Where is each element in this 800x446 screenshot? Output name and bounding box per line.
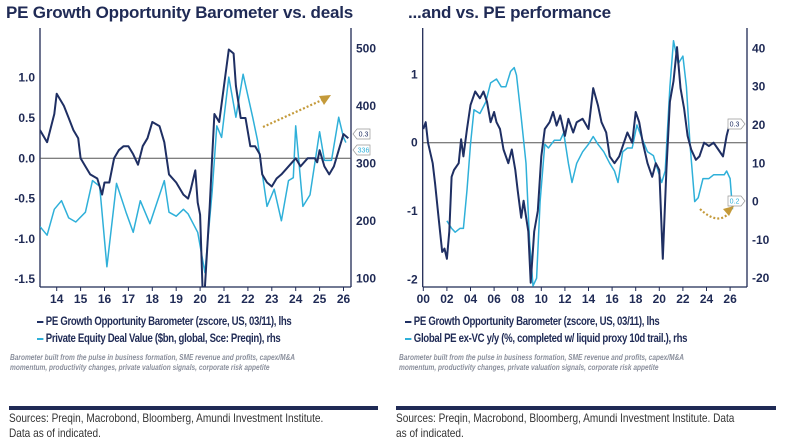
legend-item-global-pe: Global PE ex-VC y/y (%, completed w/ liq… — [405, 331, 687, 345]
footnote-line: momentum, productivity changes, private … — [399, 363, 659, 372]
x-tick-label: 02 — [440, 292, 454, 306]
legend-label: Global PE ex-VC y/y (%, completed w/ liq… — [413, 331, 688, 345]
x-tick-label: 25 — [313, 292, 327, 306]
x-tick-label: 26 — [337, 292, 351, 306]
sources-left: Sources: Preqin, Macrobond, Bloomberg, A… — [9, 411, 323, 441]
legend-item-barometer-left: PE Growth Opportunity Barometer (zscore,… — [37, 314, 292, 328]
x-tick-label: 19 — [170, 292, 184, 306]
left-y-tick-label: 1 — [411, 67, 418, 81]
right-y-tick-label: 10 — [752, 156, 766, 170]
left-y-tick-label: 0.0 — [18, 151, 35, 165]
chart-title-left: PE Growth Opportunity Barometer vs. deal… — [6, 3, 353, 22]
x-tick-label: 15 — [74, 292, 88, 306]
end-value-tag — [727, 195, 746, 207]
x-tick-label: 10 — [535, 292, 549, 306]
x-tick-label: 04 — [464, 292, 478, 306]
x-tick-label: 14 — [582, 292, 596, 306]
right-y-tick-label: 30 — [752, 80, 766, 94]
divider-left — [9, 406, 378, 410]
x-tick-label: 18 — [146, 292, 160, 306]
legend-label: PE Growth Opportunity Barometer (zscore,… — [413, 314, 660, 328]
end-value-label: 336 — [358, 148, 370, 155]
left-y-tick-label: -1.5 — [14, 272, 35, 286]
x-tick-label: 06 — [487, 292, 501, 306]
trend-arrow-head-icon — [319, 95, 331, 105]
x-tick-label: 22 — [241, 292, 255, 306]
x-tick-label: 17 — [122, 292, 136, 306]
right-y-tick-label: 20 — [752, 118, 766, 132]
x-tick-label: 21 — [217, 292, 231, 306]
secondary-line — [446, 39, 734, 287]
right-y-tick-label: -20 — [752, 271, 770, 285]
legend-swatch — [37, 337, 44, 340]
x-tick-label: 16 — [98, 292, 112, 306]
left-y-tick-label: -1.0 — [14, 232, 35, 246]
left-y-tick-label: -1 — [407, 204, 418, 218]
left-y-tick-label: -0.5 — [14, 192, 35, 206]
x-tick-label: 24 — [700, 292, 714, 306]
x-tick-label: 18 — [629, 292, 643, 306]
right-y-tick-label: 100 — [356, 271, 376, 285]
x-tick-label: 08 — [511, 292, 525, 306]
legend-swatch — [405, 320, 412, 323]
rebound-arrow-line — [699, 208, 729, 220]
right-y-tick-label: 500 — [356, 41, 376, 55]
end-value-tag — [352, 144, 371, 156]
sources-line: Sources: Preqin, Macrobond, Bloomberg, A… — [9, 411, 324, 425]
x-tick-label: 20 — [193, 292, 207, 306]
legend-item-barometer-right: PE Growth Opportunity Barometer (zscore,… — [405, 314, 660, 328]
right-y-tick-label: 300 — [356, 156, 376, 170]
right-y-tick-label: 400 — [356, 99, 376, 113]
legend-swatch — [37, 320, 44, 323]
legend-label: Private Equity Deal Value ($bn, global, … — [45, 331, 281, 345]
sources-line: as of indicated. — [396, 426, 464, 440]
legend-item-deal-value: Private Equity Deal Value ($bn, global, … — [37, 331, 281, 345]
footnote-line: Barometer built from the pulse in busine… — [10, 353, 296, 362]
footnote-right: Barometer built from the pulse in busine… — [399, 353, 684, 373]
end-value-label: 0.2 — [730, 199, 740, 206]
legend-label: PE Growth Opportunity Barometer (zscore,… — [45, 314, 292, 328]
x-tick-label: 23 — [265, 292, 279, 306]
left-y-tick-label: 0.5 — [18, 111, 35, 125]
footnote-line: momentum, productivity changes, private … — [10, 363, 270, 372]
sources-line: Sources: Preqin, Macrobond, Bloomberg, A… — [396, 411, 735, 425]
x-tick-label: 00 — [417, 292, 431, 306]
chart-title-right: ...and vs. PE performance — [408, 3, 611, 22]
divider-right — [396, 406, 776, 410]
end-value-tag — [352, 128, 371, 140]
legend-swatch — [405, 337, 412, 340]
left-y-tick-label: -2 — [407, 272, 418, 286]
left-y-tick-label: 0 — [411, 136, 418, 150]
x-tick-label: 26 — [723, 292, 737, 306]
x-tick-label: 16 — [605, 292, 619, 306]
right-y-tick-label: 40 — [752, 41, 766, 55]
x-tick-label: 12 — [558, 292, 572, 306]
right-y-tick-label: 200 — [356, 214, 376, 228]
sources-line: Data as of indicated. — [9, 426, 101, 440]
end-value-label: 0.3 — [359, 132, 369, 139]
right-y-tick-label: -10 — [752, 233, 770, 247]
x-tick-label: 20 — [653, 292, 667, 306]
right-y-tick-label: 0 — [752, 195, 759, 209]
x-tick-label: 14 — [50, 292, 64, 306]
trend-arrow-line — [262, 98, 323, 129]
end-value-label: 0.3 — [730, 122, 740, 129]
footnote-left: Barometer built from the pulse in busine… — [10, 353, 295, 373]
sources-right: Sources: Preqin, Macrobond, Bloomberg, A… — [396, 411, 734, 441]
x-tick-label: 22 — [676, 292, 690, 306]
rebound-arrow-head-icon — [723, 206, 734, 216]
end-value-tag — [727, 118, 746, 130]
barometer-line — [40, 48, 349, 287]
left-y-tick-label: 1.0 — [18, 71, 35, 85]
footnote-line: Barometer built from the pulse in busine… — [399, 353, 685, 362]
secondary-line — [40, 73, 347, 274]
x-tick-label: 24 — [289, 292, 303, 306]
barometer-line — [422, 46, 734, 284]
